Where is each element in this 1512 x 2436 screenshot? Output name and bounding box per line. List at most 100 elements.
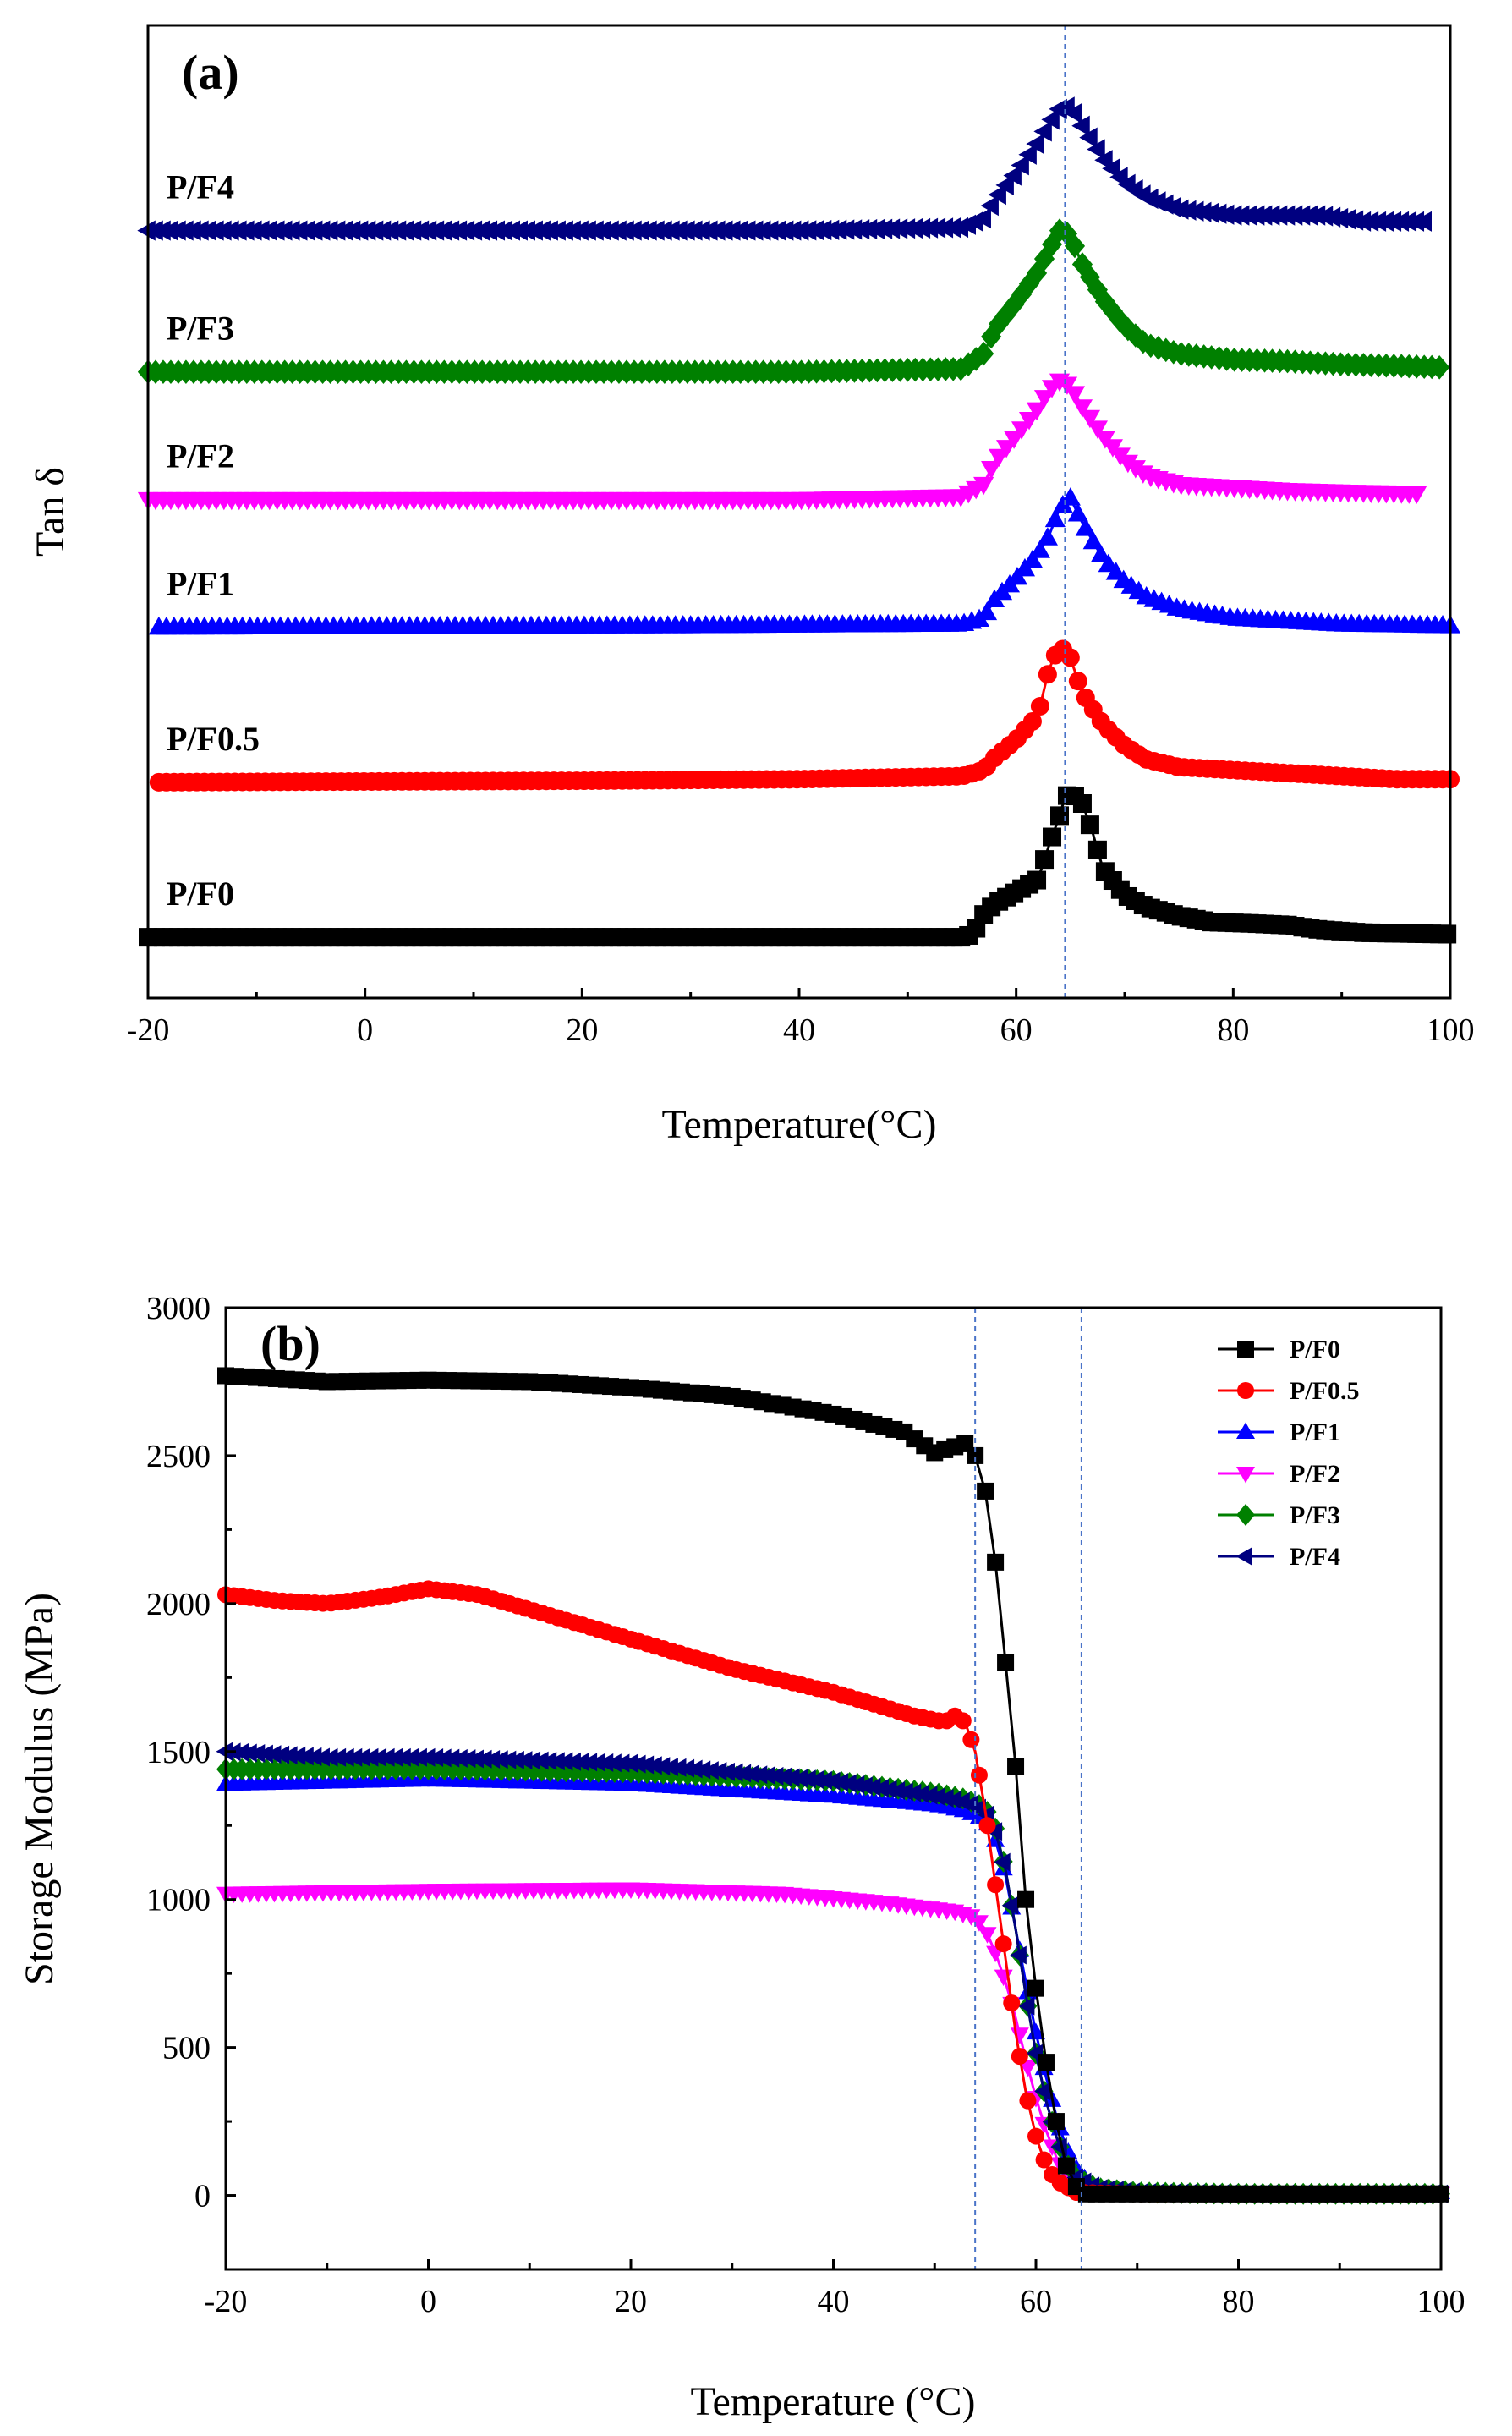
data-point <box>435 1748 452 1768</box>
data-point <box>1087 420 1109 439</box>
data-point <box>1037 2054 1055 2071</box>
data-point <box>467 1749 484 1769</box>
data-point <box>1082 530 1104 550</box>
panel-a-series-p-f3 <box>137 218 1450 384</box>
data-point <box>973 341 994 366</box>
data-point <box>1102 158 1120 179</box>
data-point <box>1010 2027 1029 2044</box>
series-line <box>226 1768 1441 2196</box>
data-point <box>791 1769 808 1788</box>
data-point <box>1047 2113 1065 2131</box>
data-point <box>1208 203 1227 224</box>
data-point <box>1201 202 1219 223</box>
data-point <box>491 1750 508 1769</box>
data-point <box>248 1744 266 1764</box>
legend-item-p-f2: P/F2 <box>1218 1460 1340 1488</box>
data-point <box>783 1768 800 1787</box>
data-point <box>1011 155 1029 176</box>
data-point <box>645 1756 662 1775</box>
y-tick-label: 3000 <box>146 1291 211 1326</box>
y-tick-label: 2000 <box>146 1587 211 1622</box>
data-point <box>1345 210 1364 231</box>
data-point <box>1413 211 1432 232</box>
data-point <box>1067 503 1088 522</box>
panel-a-plot-frame <box>146 24 1452 1000</box>
data-point <box>1022 549 1044 568</box>
data-point <box>507 1750 524 1769</box>
y-tick-label: 0 <box>194 2179 211 2214</box>
data-point <box>1027 1979 1044 1997</box>
data-point <box>1033 390 1055 409</box>
data-point <box>693 1760 711 1780</box>
data-point <box>1044 508 1066 528</box>
data-point <box>1064 386 1086 404</box>
legend-marker <box>1236 1422 1255 1439</box>
series-label: P/F0 <box>167 875 234 913</box>
data-point <box>1060 648 1080 667</box>
data-point <box>978 1817 996 1835</box>
data-point <box>1033 121 1052 142</box>
legend-item-p-f3: P/F3 <box>1218 1501 1340 1529</box>
data-point <box>240 1743 257 1763</box>
data-point <box>1018 411 1040 431</box>
series-line <box>225 1778 1442 2196</box>
x-tick-label: 60 <box>1000 1012 1033 1048</box>
data-point <box>1030 697 1049 716</box>
panel-b-reference-lines <box>974 1308 1082 2269</box>
data-point <box>1007 1758 1025 1775</box>
data-point <box>1406 486 1427 505</box>
data-point <box>1043 827 1062 847</box>
x-tick-label: 0 <box>420 2284 436 2319</box>
data-point <box>831 1773 849 1792</box>
data-point <box>709 1761 727 1780</box>
data-point <box>896 1782 913 1802</box>
data-point <box>612 1753 630 1773</box>
legend-label: P/F3 <box>1290 1501 1340 1529</box>
data-point <box>216 1742 233 1761</box>
data-point <box>1094 150 1113 171</box>
data-point <box>686 1759 703 1779</box>
data-point <box>718 1762 735 1781</box>
data-point <box>1087 840 1107 859</box>
data-point <box>766 1766 784 1786</box>
data-point <box>515 1751 533 1770</box>
data-point <box>1035 2151 1053 2169</box>
legend-marker <box>1236 1504 1255 1526</box>
data-point <box>605 1753 622 1773</box>
data-point <box>904 1783 922 1802</box>
y-tick-label: 500 <box>162 2031 211 2066</box>
data-point <box>232 1742 249 1762</box>
legend-item-p-f0: P/F0 <box>1218 1336 1340 1363</box>
data-point <box>442 1748 460 1768</box>
data-point <box>1170 199 1189 220</box>
series-line <box>226 1887 1441 2196</box>
data-point <box>1132 329 1153 354</box>
data-point <box>1337 209 1356 230</box>
data-point <box>1071 399 1093 418</box>
x-tick-label: -20 <box>127 1012 170 1048</box>
panel-b-storage-modulus-chart: -20 0 20 40 60 80 100 0 500 1000 1500 2000 2500 3000… <box>17 1291 1465 2424</box>
series-label: P/F2 <box>167 437 234 475</box>
data-point <box>996 302 1017 326</box>
data-point <box>1003 165 1022 186</box>
data-point <box>1018 2060 1038 2077</box>
data-point <box>661 1757 678 1776</box>
data-point <box>815 1770 832 1790</box>
x-tick-label: 100 <box>1427 1012 1475 1048</box>
data-point <box>256 1744 273 1764</box>
data-point <box>1429 354 1450 380</box>
data-point <box>872 1779 889 1798</box>
panel-b-y-ticks: 0 500 1000 1500 2000 2500 3000 <box>146 1291 236 2271</box>
data-point <box>1017 1996 1035 2016</box>
data-point <box>1064 233 1086 259</box>
x-tick-label: 40 <box>783 1012 815 1048</box>
data-point <box>1102 299 1123 324</box>
data-point <box>929 1787 946 1807</box>
panel-a-y-axis-title: Tan δ <box>28 467 73 557</box>
data-point <box>1027 870 1047 890</box>
series-label: P/F3 <box>167 310 234 348</box>
series-line <box>225 1750 1441 2196</box>
data-point <box>297 1747 314 1766</box>
data-point <box>840 1774 857 1793</box>
